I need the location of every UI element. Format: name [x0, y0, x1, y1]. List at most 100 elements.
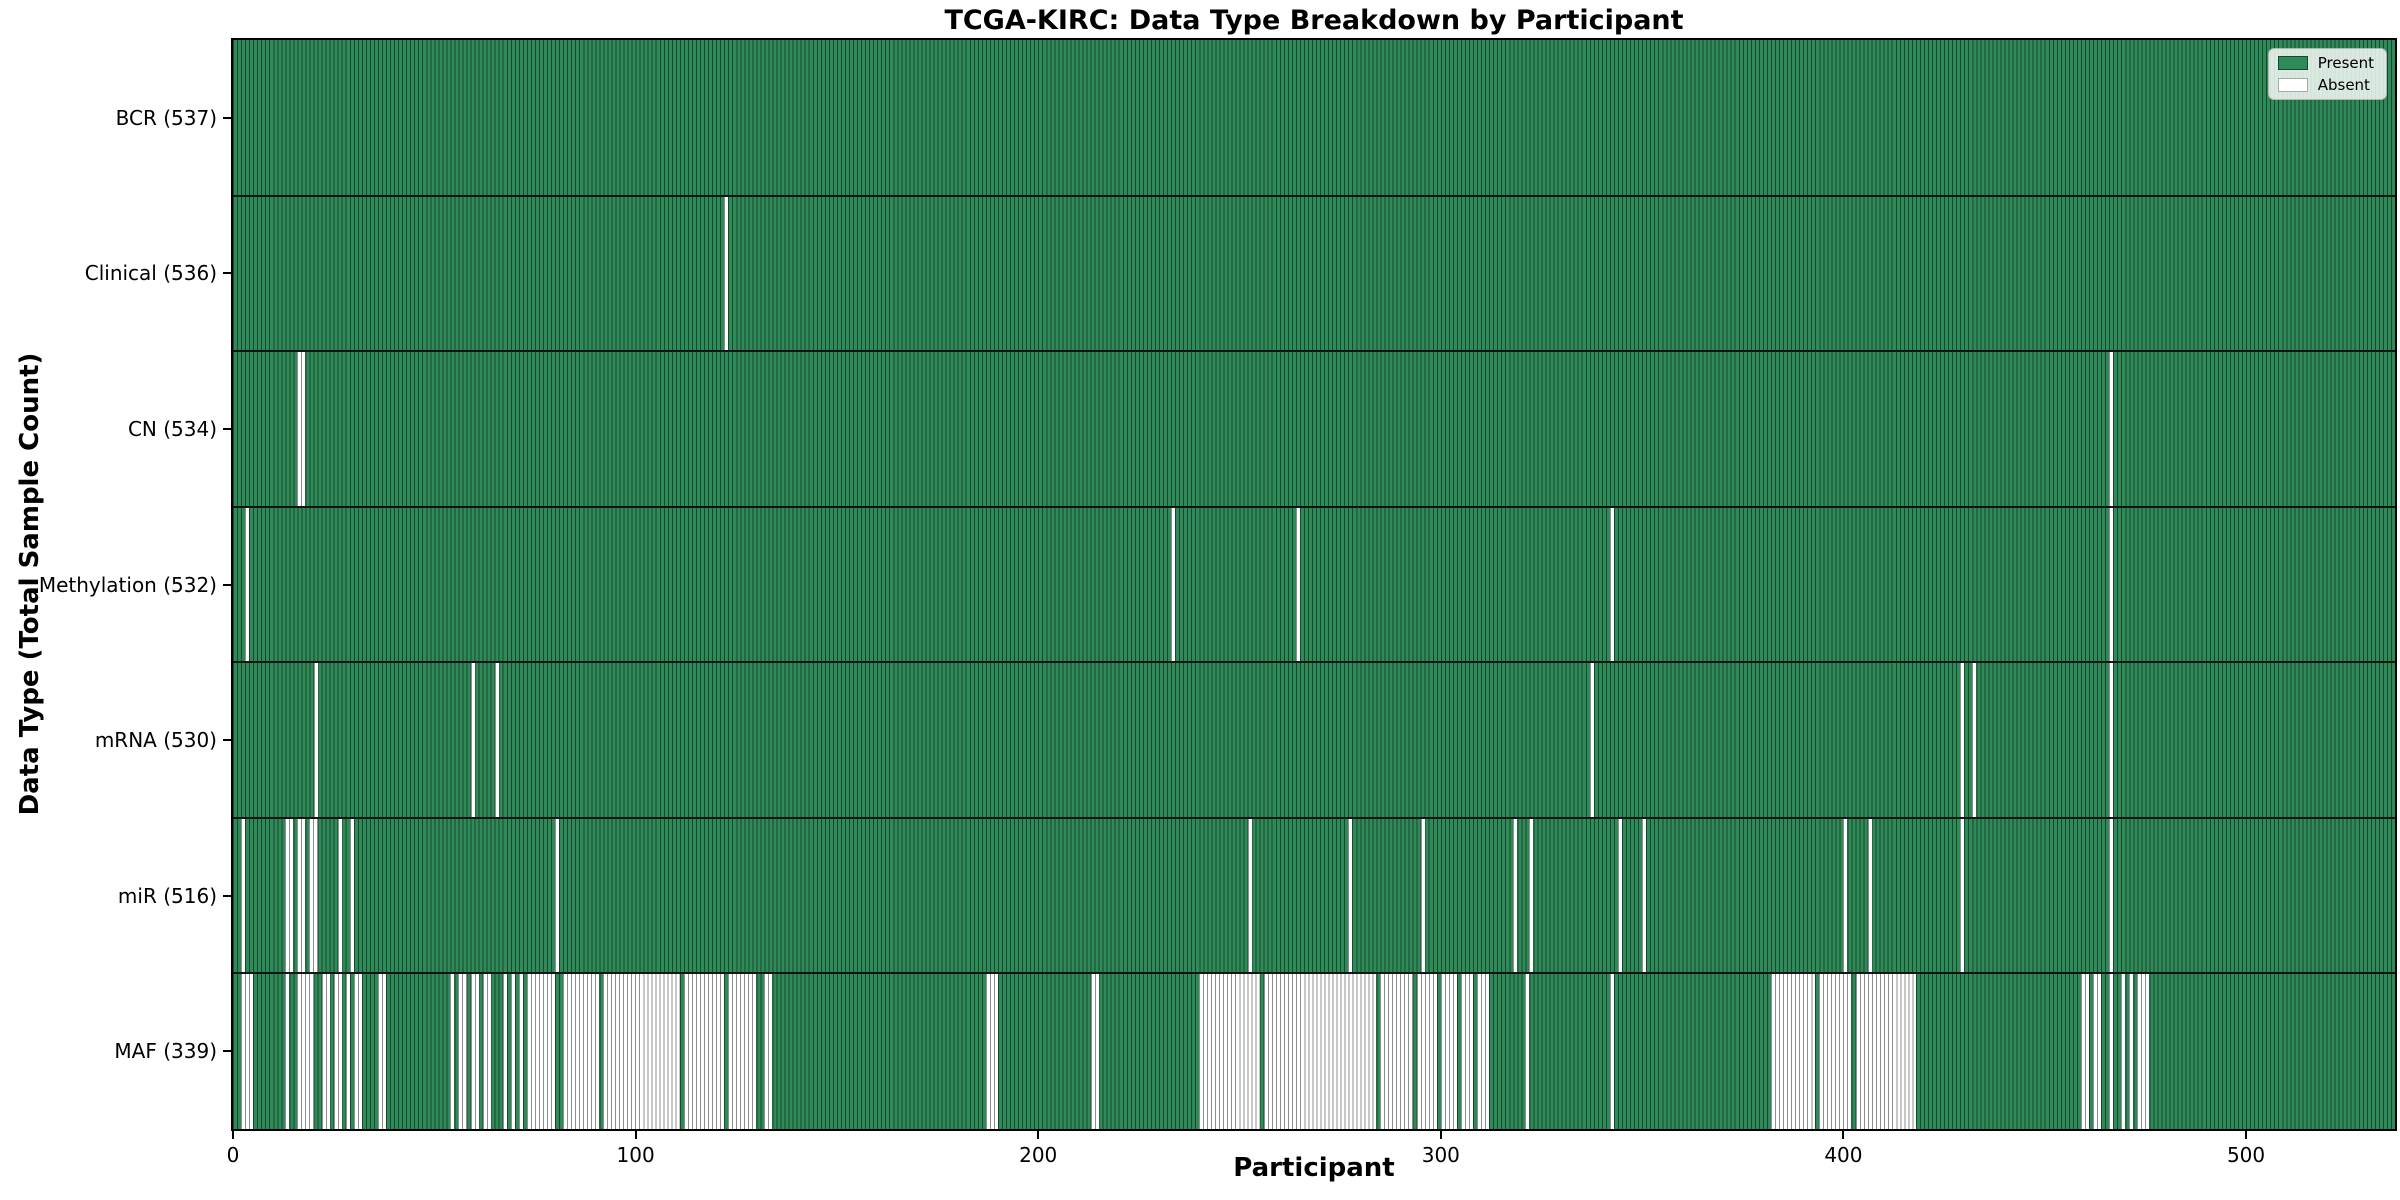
absent-block-maf: [1440, 973, 1457, 1129]
x-tick-label-0: 0: [226, 1143, 240, 1167]
x-tick-mark: [634, 1131, 637, 1139]
absent-block-maf: [1819, 973, 1852, 1129]
absent-block-maf: [683, 973, 725, 1129]
absent-block-mir: [1529, 817, 1534, 974]
row-divider: [233, 661, 2395, 664]
absent-block-maf: [1770, 973, 1816, 1129]
row-clinical: [233, 195, 2395, 352]
plot-area: Present Absent: [231, 38, 2397, 1131]
y-tick-label-clinical: Clinical (536): [84, 261, 217, 286]
absent-block-maf: [1416, 973, 1437, 1129]
absent-block-mrna: [1960, 662, 1965, 818]
absent-block-maf: [563, 973, 600, 1129]
absent-block-mrna: [1589, 662, 1594, 818]
absent-block-maf: [2093, 973, 2102, 1129]
plot-canvas: [233, 40, 2395, 1129]
absent-block-maf: [482, 973, 491, 1129]
absent-block-methylation: [1295, 506, 1300, 663]
absent-block-mir: [1247, 817, 1252, 974]
row-divider: [233, 816, 2395, 819]
absent-block-methylation: [245, 506, 250, 663]
legend-absent-swatch: [2277, 78, 2308, 92]
row-divider: [233, 972, 2395, 975]
y-tick-label-bcr: BCR (537): [115, 105, 217, 130]
absent-block-mir: [349, 817, 354, 974]
absent-block-maf: [1380, 973, 1413, 1129]
absent-block-maf: [333, 973, 342, 1129]
row-divider: [233, 505, 2395, 508]
x-tick-label-200: 200: [1019, 1143, 1058, 1167]
y-tick-mark: [223, 427, 231, 430]
y-tick-mark: [223, 272, 231, 275]
y-tick-label-mrna: mRNA (530): [94, 728, 217, 753]
row-divider: [233, 350, 2395, 353]
absent-block-cn: [2109, 351, 2114, 507]
absent-block-maf: [345, 973, 350, 1129]
absent-block-maf: [2129, 973, 2134, 1129]
absent-block-mir: [1348, 817, 1353, 974]
legend-present-swatch: [2277, 56, 2308, 70]
absent-block-maf: [470, 973, 479, 1129]
absent-block-mir: [1642, 817, 1647, 974]
y-tick-mark: [223, 1050, 231, 1053]
absent-block-cn: [297, 351, 306, 507]
absent-block-maf: [603, 973, 680, 1129]
legend-entry-absent: Absent: [2277, 76, 2374, 94]
absent-block-mir: [285, 817, 294, 974]
absent-block-mir: [1843, 817, 1848, 974]
y-tick-label-mir: miR (516): [117, 883, 217, 908]
x-tick-mark: [2245, 1131, 2248, 1139]
row-maf: [233, 973, 2395, 1129]
row-bcr: [233, 40, 2395, 196]
x-tick-label-400: 400: [1824, 1143, 1863, 1167]
absent-block-maf: [2137, 973, 2150, 1129]
absent-block-methylation: [1609, 506, 1614, 663]
absent-block-mir: [1960, 817, 1965, 974]
x-tick-mark: [1842, 1131, 1845, 1139]
y-tick-mark: [223, 739, 231, 742]
row-methylation: [233, 506, 2395, 663]
absent-block-maf: [353, 973, 362, 1129]
absent-block-maf: [764, 973, 773, 1129]
absent-block-mir: [555, 817, 560, 974]
absent-block-maf: [458, 973, 467, 1129]
absent-block-mrna: [313, 662, 318, 818]
absent-block-maf: [1090, 973, 1099, 1129]
row-cn: [233, 351, 2395, 507]
absent-block-maf: [2080, 973, 2089, 1129]
absent-block-mir: [337, 817, 342, 974]
x-tick-mark: [1037, 1131, 1040, 1139]
absent-block-mrna: [494, 662, 499, 818]
row-mrna: [233, 662, 2395, 818]
absent-block-mir: [297, 817, 306, 974]
y-tick-mark: [223, 894, 231, 897]
absent-block-mir: [2109, 817, 2114, 974]
y-tick-mark: [223, 583, 231, 586]
absent-block-maf: [1525, 973, 1530, 1129]
absent-block-maf: [297, 973, 314, 1129]
absent-block-maf: [2109, 973, 2114, 1129]
absent-block-mrna: [1972, 662, 1977, 818]
legend-absent-label: Absent: [2317, 76, 2370, 94]
absent-block-maf: [502, 973, 507, 1129]
x-tick-mark: [232, 1131, 234, 1139]
row-divider: [233, 194, 2395, 197]
absent-block-maf: [1199, 973, 1260, 1129]
x-tick-mark: [1439, 1131, 1442, 1139]
absent-block-maf: [1460, 973, 1474, 1129]
x-tick-label-300: 300: [1421, 1143, 1460, 1167]
absent-block-mir: [1420, 817, 1425, 974]
absent-block-maf: [241, 973, 254, 1129]
absent-block-mir: [241, 817, 246, 974]
legend: Present Absent: [2267, 48, 2387, 100]
row-mir: [233, 817, 2395, 974]
y-tick-label-methylation: Methylation (532): [38, 572, 217, 597]
absent-block-maf: [526, 973, 556, 1129]
absent-block-mrna: [2109, 662, 2114, 818]
absent-block-maf: [1609, 973, 1614, 1129]
absent-block-mir: [1513, 817, 1518, 974]
x-tick-label-100: 100: [616, 1143, 655, 1167]
absent-block-methylation: [1171, 506, 1176, 663]
absent-block-maf: [1263, 973, 1377, 1129]
